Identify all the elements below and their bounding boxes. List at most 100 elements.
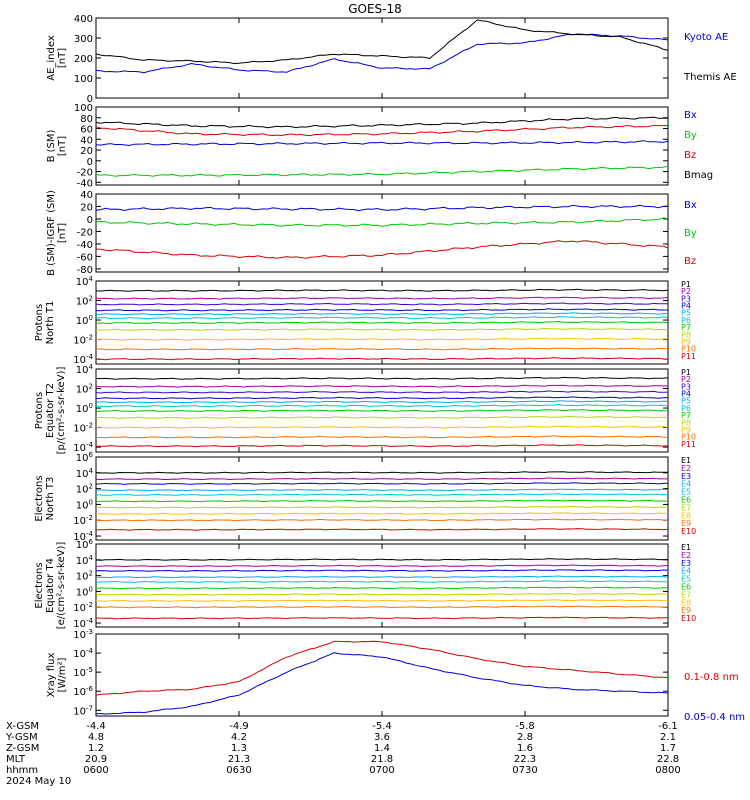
panel-frame xyxy=(95,17,669,99)
flux-line-4-5 xyxy=(96,404,669,408)
ylabel-flux-6: Equator T4 xyxy=(45,558,56,613)
footer-label-4: hhmm xyxy=(6,765,38,776)
bigrf-line-2 xyxy=(95,240,669,259)
y-tick-label: 10-2 xyxy=(73,514,93,527)
footer-mlt-1: 21.3 xyxy=(228,754,250,765)
legend-p4-3: P4 xyxy=(681,302,691,311)
ylabel-flux-4: Protons xyxy=(34,392,45,429)
bsm-line-3 xyxy=(95,116,669,129)
legend-p1-3: P1 xyxy=(681,280,691,289)
ae-line-1 xyxy=(95,19,669,65)
legend-e4-6: E4 xyxy=(681,567,691,576)
legend-themis-ae: Themis AE xyxy=(683,72,737,83)
bigrf-line-0 xyxy=(95,204,669,212)
legend-p10-4: P10 xyxy=(681,433,696,442)
legend-e9-5: E9 xyxy=(681,519,691,528)
ylabel-ae: AE_index xyxy=(46,35,57,81)
y-tick-label: 20 xyxy=(80,202,93,213)
footer-mlt-2: 21.8 xyxy=(371,754,393,765)
footer-y_gsm-2: 3.6 xyxy=(374,732,390,743)
legend-p2-4: P2 xyxy=(681,375,691,384)
legend-bigrf-0: Bx xyxy=(684,200,697,211)
legend-p5-3: P5 xyxy=(681,309,691,318)
flux-line-4-8 xyxy=(95,425,669,429)
footer-mlt-0: 20.9 xyxy=(85,754,107,765)
y-tick-label: 20 xyxy=(80,146,93,157)
legend-e6-5: E6 xyxy=(681,496,691,505)
footer-z_gsm-0: 1.2 xyxy=(88,743,104,754)
y-tick-label: 100 xyxy=(76,402,93,415)
legend-p6-4: P6 xyxy=(681,404,691,413)
flux-line-4-0 xyxy=(95,376,669,380)
y-tick-label: 106 xyxy=(76,538,94,551)
legend-kyoto-ae: Kyoto AE xyxy=(684,32,728,43)
legend-p4-4: P4 xyxy=(681,390,691,399)
ylabel-flux-5: North T3 xyxy=(45,477,56,521)
legend-p3-3: P3 xyxy=(681,294,691,303)
legend-e5-5: E5 xyxy=(681,488,691,497)
flux-line-3-9 xyxy=(95,347,669,351)
xray-line-0 xyxy=(95,640,669,696)
ylabel-ae: [nT] xyxy=(57,48,68,68)
legend-p10-3: P10 xyxy=(681,345,696,354)
legend-e7-5: E7 xyxy=(681,503,691,512)
flux-line-5-3 xyxy=(95,488,669,492)
flux-line-6-3 xyxy=(95,575,669,579)
footer-mlt-4: 22.8 xyxy=(657,754,679,765)
flux-line-3-7 xyxy=(95,327,669,331)
ylabel-flux-3: Protons xyxy=(34,304,45,341)
y-tick-label: 10-2 xyxy=(73,601,93,614)
legend-xray-long: 0.1-0.8 nm xyxy=(684,672,739,683)
y-tick-label: 10-5 xyxy=(73,666,93,679)
flux-line-5-8 xyxy=(95,518,669,522)
footer-hhmm-3: 0730 xyxy=(512,765,537,776)
footer-hhmm-4: 0800 xyxy=(655,765,680,776)
y-tick-label: 100 xyxy=(76,585,93,598)
y-tick-label: 10-6 xyxy=(73,685,93,698)
legend-p8-3: P8 xyxy=(681,330,691,339)
legend-e2-6: E2 xyxy=(681,551,691,560)
flux-line-5-1 xyxy=(95,477,668,481)
legend-p1-4: P1 xyxy=(681,368,691,377)
legend-e5-6: E5 xyxy=(681,575,691,584)
flux-line-4-1 xyxy=(95,384,669,388)
flux-line-5-7 xyxy=(95,512,669,515)
flux-line-3-2 xyxy=(95,302,668,306)
legend-e9-6: E9 xyxy=(681,606,691,615)
y-tick-label: 200 xyxy=(74,54,93,65)
y-tick-label: 10-2 xyxy=(73,334,93,347)
legend-e3-5: E3 xyxy=(681,472,691,481)
y-tick-label: -40 xyxy=(77,240,93,251)
legend-p7-3: P7 xyxy=(681,323,691,332)
panel-frame xyxy=(95,633,669,717)
ylabel-flux-4: [p/(cm²-s-sr-keV)] xyxy=(56,367,67,455)
footer-x_gsm-1: -4.9 xyxy=(229,721,249,732)
y-tick-label: 104 xyxy=(76,275,94,288)
footer-label-5: 2024 May 10 xyxy=(6,776,71,787)
ae-line-0 xyxy=(95,33,669,74)
flux-line-6-8 xyxy=(95,605,669,609)
flux-line-3-8 xyxy=(95,337,669,341)
flux-line-6-5 xyxy=(95,586,669,590)
flux-line-4-7 xyxy=(95,415,669,419)
ylabel-bigrf: [nT] xyxy=(57,223,68,243)
ylabel-bigrf: B (SM)-IGRF (SM) xyxy=(46,190,57,276)
y-tick-label: -20 xyxy=(77,168,93,179)
ylabel-flux-6: [e/(cm²-s-sr-keV)] xyxy=(56,542,67,630)
ylabel-bsm: B (SM) xyxy=(46,129,57,162)
footer-x_gsm-4: -6.1 xyxy=(658,721,678,732)
footer-y_gsm-1: 4.2 xyxy=(231,732,247,743)
y-tick-label: 10-2 xyxy=(73,422,93,435)
y-tick-label: -20 xyxy=(77,227,93,238)
legend-bsm-0: Bx xyxy=(684,110,697,121)
y-tick-label: 0 xyxy=(87,215,93,226)
ylabel-flux-4: Equator T2 xyxy=(45,383,56,438)
footer-z_gsm-1: 1.3 xyxy=(231,743,247,754)
legend-p9-3: P9 xyxy=(681,337,691,346)
y-tick-label: 400 xyxy=(74,14,93,25)
bsm-line-2 xyxy=(95,124,668,137)
footer-z_gsm-4: 1.7 xyxy=(660,743,676,754)
y-tick-label: -60 xyxy=(77,252,93,263)
panel-frame xyxy=(95,193,669,273)
